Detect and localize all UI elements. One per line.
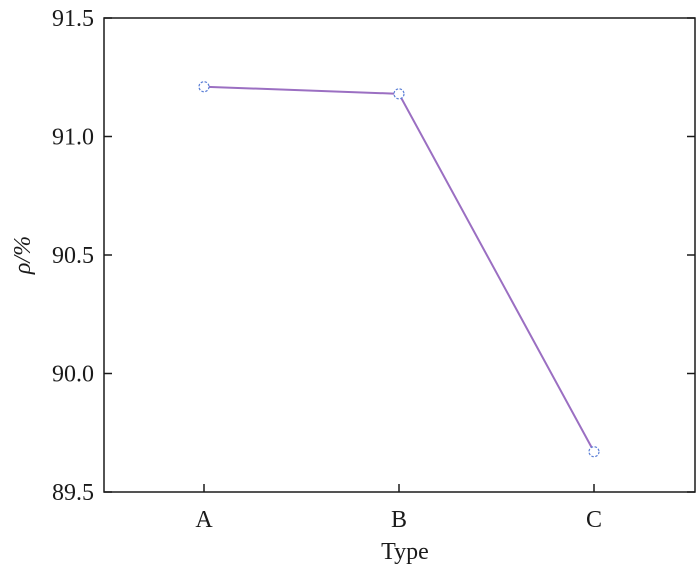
y-axis-title: ρ/% (10, 236, 36, 275)
y-tick-label: 91.0 (52, 125, 94, 151)
x-axis-ticks: A B C (195, 484, 602, 533)
series-line (203, 85, 595, 453)
series-layer (198, 81, 600, 458)
x-tick-label: A (195, 507, 213, 533)
x-tick-label: B (391, 507, 407, 533)
x-axis-title: Type (381, 539, 429, 565)
y-tick-label: 90.5 (52, 243, 94, 269)
data-point (198, 81, 210, 93)
data-point (588, 446, 600, 458)
y-tick-label: 90.0 (52, 362, 94, 388)
y-tick-label: 91.5 (52, 6, 94, 32)
y-axis-ticks: 89.5 90.0 90.5 91.0 91.5 (52, 6, 695, 506)
y-tick-label: 89.5 (52, 480, 94, 506)
data-point (393, 88, 405, 100)
x-tick-label: C (586, 507, 602, 533)
